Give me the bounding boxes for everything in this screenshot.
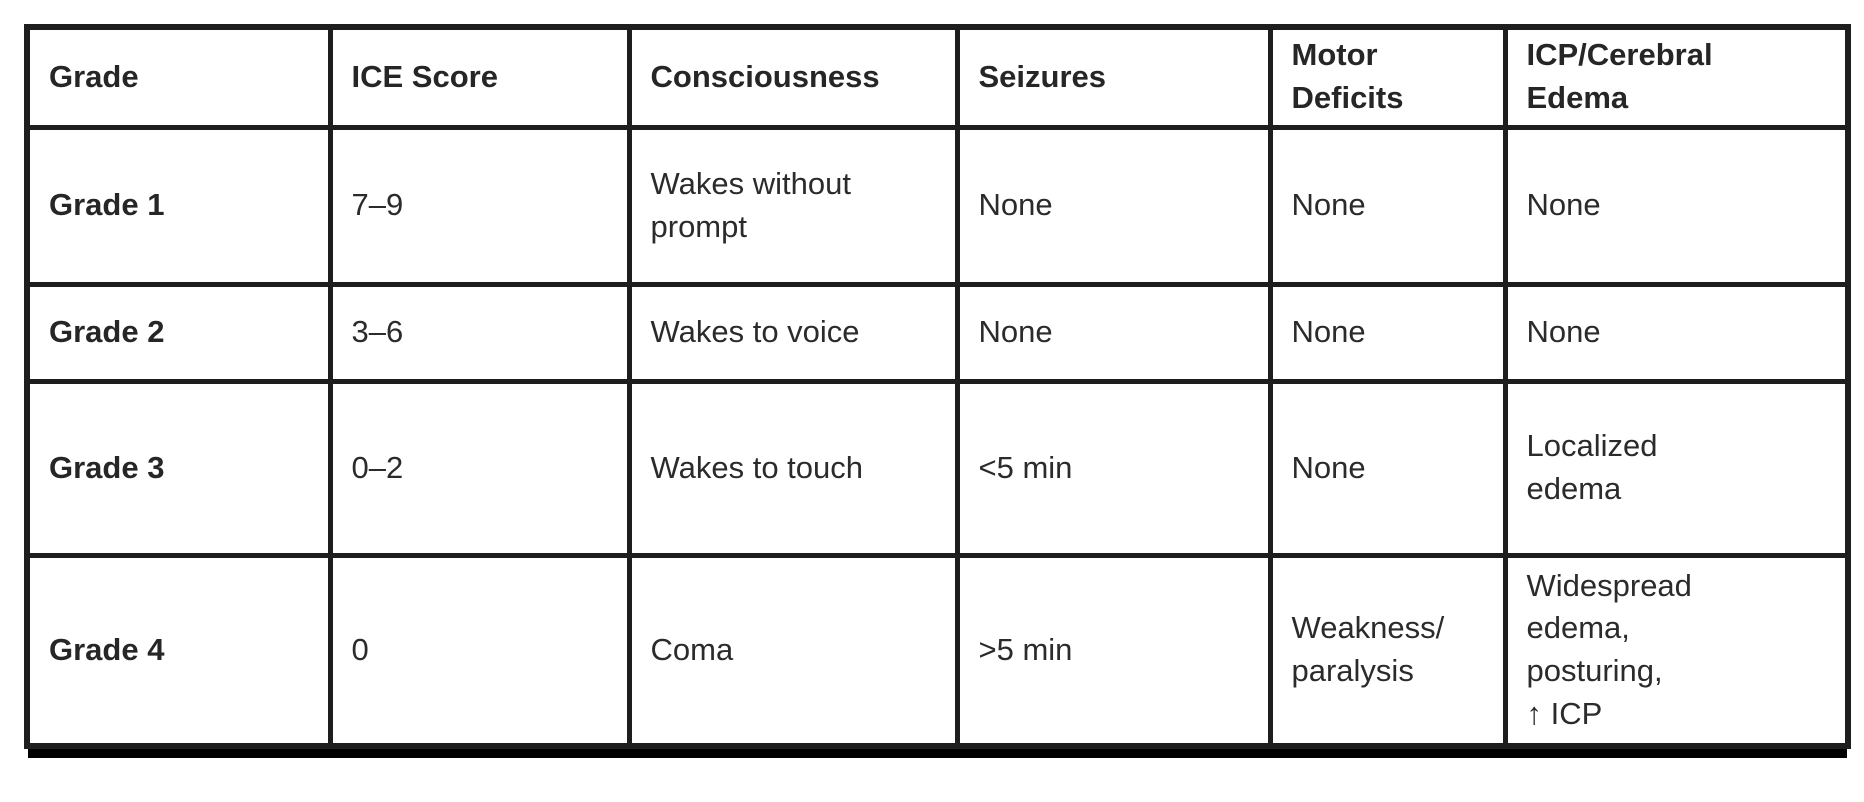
cell-seizures: None bbox=[954, 281, 1273, 384]
cell-consciousness: Wakes to touch bbox=[626, 378, 960, 558]
header-cell-seizures: Seizures bbox=[954, 24, 1273, 130]
cell-motor-deficits: Weakness/ paralysis bbox=[1267, 552, 1508, 749]
cell-consciousness: Coma bbox=[626, 552, 960, 749]
header-cell-ice-score: ICE Score bbox=[327, 24, 632, 130]
cell-consciousness: Wakes to voice bbox=[626, 281, 960, 384]
cell-icp-edema: None bbox=[1502, 124, 1851, 287]
cell-seizures: <5 min bbox=[954, 378, 1273, 558]
ice-grading-table: Grade ICE Score Consciousness Seizures M… bbox=[24, 24, 1851, 749]
cell-motor-deficits: None bbox=[1267, 124, 1508, 287]
cell-icp-edema: None bbox=[1502, 281, 1851, 384]
cell-ice-score: 0 bbox=[327, 552, 632, 749]
header-row: Grade ICE Score Consciousness Seizures M… bbox=[24, 24, 1851, 130]
cell-ice-score: 7–9 bbox=[327, 124, 632, 287]
cell-motor-deficits: None bbox=[1267, 378, 1508, 558]
cell-seizures: None bbox=[954, 124, 1273, 287]
cell-grade-label: Grade 2 bbox=[24, 281, 333, 384]
header-cell-icp-cerebral-edema: ICP/Cerebral Edema bbox=[1502, 24, 1851, 130]
cell-ice-score: 3–6 bbox=[327, 281, 632, 384]
cell-ice-score: 0–2 bbox=[327, 378, 632, 558]
table-row-grade-2: Grade 2 3–6 Wakes to voice None None Non… bbox=[24, 281, 1851, 384]
cell-icp-edema: Widespread edema, posturing, ↑ ICP bbox=[1502, 552, 1851, 749]
cell-consciousness: Wakes without prompt bbox=[626, 124, 960, 287]
header-cell-consciousness: Consciousness bbox=[626, 24, 960, 130]
cell-seizures: >5 min bbox=[954, 552, 1273, 749]
table-row-grade-3: Grade 3 0–2 Wakes to touch <5 min None L… bbox=[24, 378, 1851, 558]
cell-grade-label: Grade 3 bbox=[24, 378, 333, 558]
cell-grade-label: Grade 1 bbox=[24, 124, 333, 287]
header-cell-grade: Grade bbox=[24, 24, 333, 130]
table-row-grade-1: Grade 1 7–9 Wakes without prompt None No… bbox=[24, 124, 1851, 287]
table-row-grade-4: Grade 4 0 Coma >5 min Weakness/ paralysi… bbox=[24, 552, 1851, 749]
cell-grade-label: Grade 4 bbox=[24, 552, 333, 749]
header-cell-motor-deficits: Motor Deficits bbox=[1267, 24, 1508, 130]
cell-motor-deficits: None bbox=[1267, 281, 1508, 384]
cell-icp-edema: Localized edema bbox=[1502, 378, 1851, 558]
